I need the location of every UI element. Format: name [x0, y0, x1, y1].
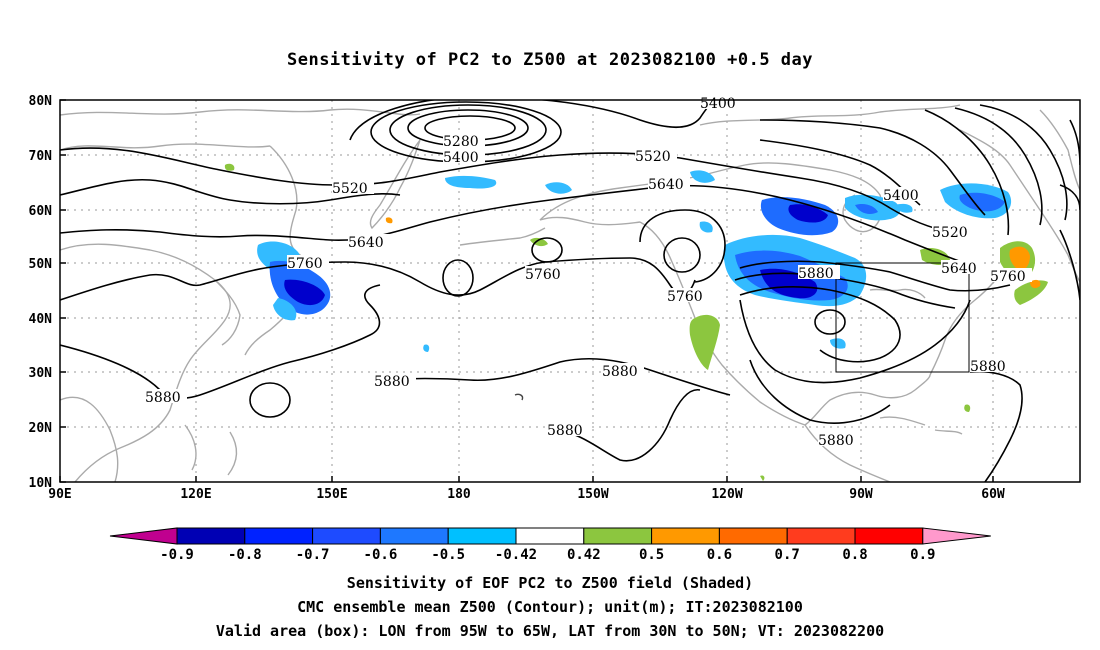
- lat-tick-label: 80N: [29, 94, 53, 109]
- contour-label: 5880: [602, 364, 638, 380]
- lat-tick-label: 50N: [29, 257, 53, 272]
- colorbar-tick-label: -0.7: [296, 547, 330, 563]
- colorbar-tick-label: 0.5: [639, 547, 664, 563]
- colorbar-segment: [447, 527, 517, 545]
- colorbar-tick-label: 0.6: [707, 547, 732, 563]
- lon-tick-label: 180: [447, 487, 471, 502]
- colorbar-segment: [176, 527, 246, 545]
- colorbar-tick-label: -0.9: [160, 547, 194, 563]
- colorbar-tick-label: -0.42: [495, 547, 537, 563]
- lon-tick-label: 90W: [849, 487, 873, 502]
- colorbar-segment: [379, 527, 449, 545]
- colorbar-high-end: [922, 527, 991, 545]
- colorbar-tick-label: -0.8: [228, 547, 262, 563]
- colorbar-segment: [515, 527, 585, 545]
- footer-line-3: Valid area (box): LON from 95W to 65W, L…: [215, 622, 885, 640]
- lon-tick-label: 60W: [981, 487, 1005, 502]
- lon-tick-label: 120W: [711, 487, 742, 502]
- contour-labels: 5400 5280 5400 5520 5520 5640 5640 5760 …: [145, 95, 1032, 449]
- contour-label: 5760: [990, 269, 1026, 285]
- colorbar-tick-label: 0.42: [567, 547, 601, 563]
- contour-label: 5640: [648, 177, 684, 193]
- z500-contours: [60, 100, 1080, 482]
- contour-label: 5880: [798, 266, 834, 282]
- lat-tick-label: 70N: [29, 149, 53, 164]
- colorbar: -0.9 -0.8 -0.7 -0.6 -0.5 -0.42 0.42 0.5 0.6 0.7 0.…: [109, 527, 991, 563]
- lon-axis-labels: 90E 120E 150E 180 150W 120W 90W 60W: [48, 487, 1005, 502]
- contour-label: 5520: [635, 149, 671, 165]
- gridlines: [60, 100, 1080, 482]
- contour-label: 5880: [547, 423, 583, 439]
- colorbar-segment: [786, 527, 856, 545]
- contour-label: 5880: [970, 359, 1006, 375]
- page-title: Sensitivity of PC2 to Z500 at 2023082100…: [286, 50, 813, 70]
- colorbar-tick-label: -0.5: [431, 547, 465, 563]
- colorbar-tick-label: 0.9: [910, 547, 935, 563]
- contour-label: 5880: [374, 374, 410, 390]
- colorbar-segment: [718, 527, 788, 545]
- contour-label: 5760: [525, 267, 561, 283]
- contour-label: 5760: [287, 256, 323, 272]
- contour-label: 5880: [145, 390, 181, 406]
- contour-label: 5880: [818, 433, 854, 449]
- contour-label: 5760: [667, 289, 703, 305]
- lon-tick-label: 150W: [577, 487, 608, 502]
- contour-label: 5400: [883, 188, 919, 204]
- lat-tick-label: 60N: [29, 204, 53, 219]
- colorbar-low-end: [109, 527, 178, 545]
- valid-area-box: [835, 262, 970, 373]
- contour-label: 5400: [443, 150, 479, 166]
- colorbar-tick-label: 0.7: [775, 547, 800, 563]
- contour-label: 5520: [332, 181, 368, 197]
- lon-tick-label: 90E: [48, 487, 71, 502]
- axis-ticks: [59, 99, 994, 483]
- lon-tick-label: 120E: [180, 487, 211, 502]
- colorbar-tick-label: -0.6: [364, 547, 398, 563]
- footer-line-1: Sensitivity of EOF PC2 to Z500 field (Sh…: [346, 574, 754, 592]
- map-frame: [59, 99, 1081, 483]
- footer-line-2: CMC ensemble mean Z500 (Contour); unit(m…: [297, 598, 803, 616]
- colorbar-segment: [651, 527, 720, 545]
- lon-tick-label: 150E: [316, 487, 347, 502]
- contour-label: 5520: [932, 225, 968, 241]
- colorbar-segment: [583, 527, 653, 545]
- contour-label: 5280: [443, 134, 479, 150]
- colorbar-segment: [854, 527, 924, 545]
- lat-tick-label: 40N: [29, 312, 53, 327]
- colorbar-segment: [312, 527, 381, 545]
- lat-tick-label: 10N: [29, 476, 53, 491]
- lat-tick-label: 20N: [29, 421, 53, 436]
- contour-label: 5400: [700, 96, 736, 112]
- lat-tick-label: 30N: [29, 366, 53, 381]
- map-background: [60, 100, 1080, 482]
- contour-label: 5640: [348, 235, 384, 251]
- colorbar-segment: [244, 527, 314, 545]
- lat-axis-labels: 80N 70N 60N 50N 40N 30N 20N 10N: [29, 94, 53, 491]
- colorbar-tick-label: 0.8: [842, 547, 867, 563]
- contour-label: 5640: [941, 261, 977, 277]
